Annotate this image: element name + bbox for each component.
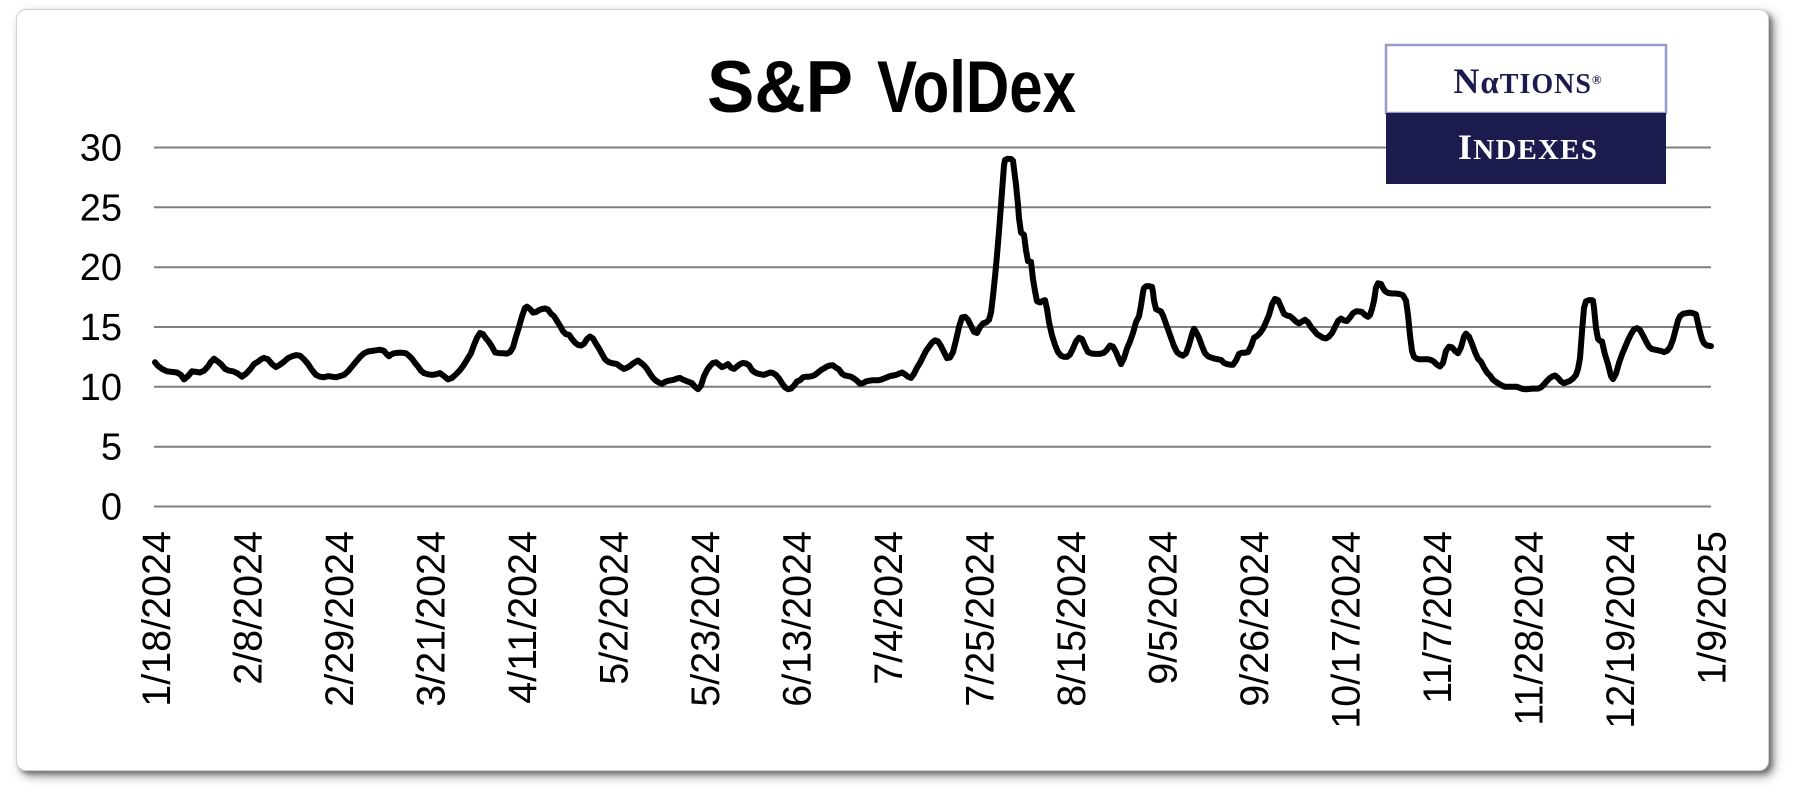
svg-text:9/26/2024: 9/26/2024 [1233,531,1277,707]
svg-text:10/17/2024: 10/17/2024 [1325,531,1369,729]
svg-text:30: 30 [80,128,122,170]
svg-text:11/7/2024: 11/7/2024 [1416,531,1460,704]
svg-text:25: 25 [80,187,122,229]
svg-text:5/2/2024: 5/2/2024 [593,531,637,685]
svg-text:1/18/2024: 1/18/2024 [135,531,179,707]
svg-text:20: 20 [80,247,122,289]
svg-text:5: 5 [101,427,122,469]
svg-text:3/21/2024: 3/21/2024 [410,531,454,707]
svg-text:6/13/2024: 6/13/2024 [776,531,820,707]
svg-text:10: 10 [80,367,122,409]
svg-text:5/23/2024: 5/23/2024 [684,531,728,707]
svg-text:INDEXES: INDEXES [1458,127,1598,167]
svg-text:12/19/2024: 12/19/2024 [1599,531,1643,729]
svg-text:2/29/2024: 2/29/2024 [318,531,362,707]
svg-text:7/4/2024: 7/4/2024 [867,531,911,685]
svg-text:VolDex: VolDex [877,47,1076,128]
svg-text:15: 15 [80,307,122,349]
svg-text:11/28/2024: 11/28/2024 [1508,531,1552,726]
svg-text:0: 0 [101,487,122,529]
svg-text:S&P: S&P [707,47,853,128]
svg-text:1/9/2025: 1/9/2025 [1691,531,1735,685]
svg-text:7/25/2024: 7/25/2024 [959,531,1003,707]
svg-text:8/15/2024: 8/15/2024 [1050,531,1094,707]
svg-text:9/5/2024: 9/5/2024 [1142,531,1186,685]
svg-text:4/11/2024: 4/11/2024 [501,531,545,704]
svg-text:2/8/2024: 2/8/2024 [227,531,271,685]
